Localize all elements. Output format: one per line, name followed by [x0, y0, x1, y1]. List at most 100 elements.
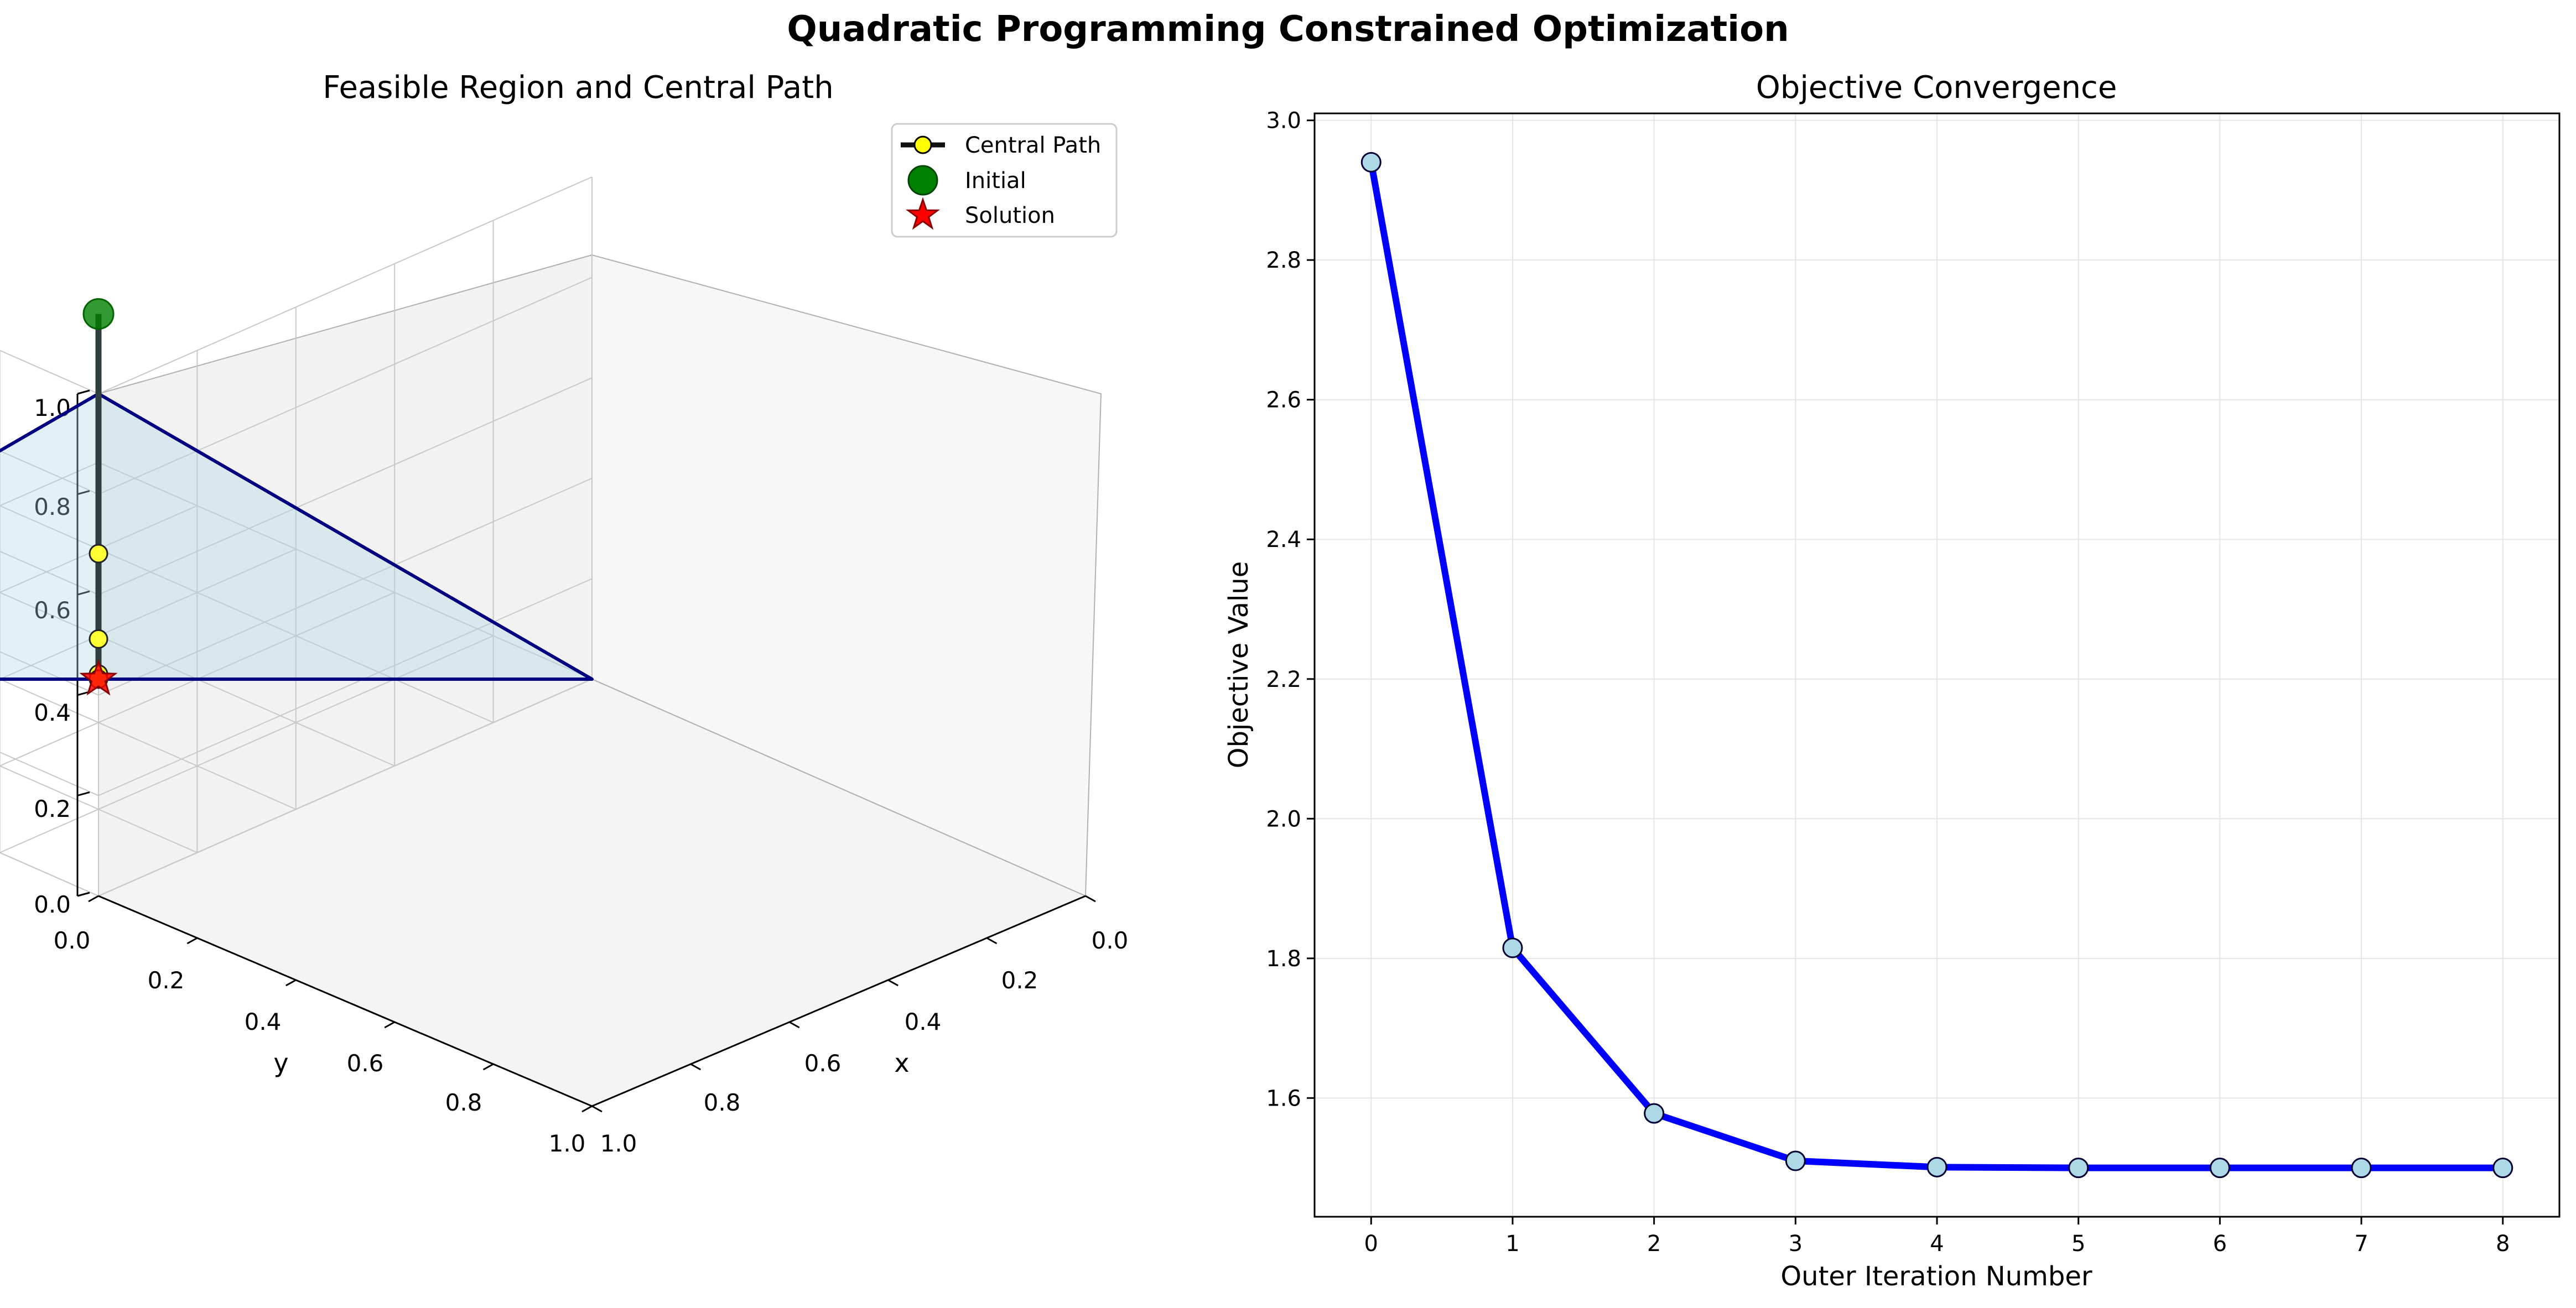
x-tick-label: 1.0	[600, 1130, 637, 1157]
x-axis-label: x	[894, 1048, 909, 1078]
grid-line	[98, 462, 593, 680]
x-tick	[591, 1105, 603, 1113]
legend-label-initial: Initial	[965, 168, 1026, 194]
z-tick-label: 0.4	[34, 699, 71, 726]
grid-line	[0, 505, 494, 723]
x-tick	[789, 1021, 800, 1029]
grid-line	[0, 765, 198, 853]
legend-marker-solution	[905, 197, 941, 230]
series-point	[1360, 152, 1382, 173]
series-point	[1926, 1156, 1947, 1177]
y-axis-line	[98, 895, 593, 1107]
grid-line	[0, 679, 297, 810]
y-tick-label: 0.0	[54, 927, 91, 954]
series-point	[2351, 1158, 2372, 1179]
x-tick-label: 0.2	[1001, 967, 1038, 994]
y-tick-label: 0.6	[347, 1050, 384, 1077]
grid-line	[0, 550, 99, 596]
x-tick-label: 5	[2071, 1231, 2085, 1257]
x-axis-line	[591, 895, 1086, 1107]
grid-line	[98, 176, 593, 394]
y-tick	[581, 1105, 593, 1113]
grid-line	[0, 651, 99, 696]
series-point	[2068, 1158, 2089, 1179]
y-tick	[285, 979, 297, 987]
z-tick	[77, 892, 90, 897]
x-ticks: 0 1 2 3 4 5 6 7 8	[1364, 1217, 2510, 1257]
chart-3d: Feasible Region and Central Path 0.0 0.2…	[0, 70, 1128, 1157]
grid-line	[0, 450, 99, 495]
chart-convergence: Objective Convergence 0 1 2 3 4 5 6 7 8 1.6 1.8 2.…	[1223, 70, 2561, 1292]
x-tick-label: 8	[2496, 1231, 2510, 1257]
chart-3d-title: Feasible Region and Central Path	[323, 70, 833, 106]
grid-line	[98, 377, 593, 596]
ticks-3d	[77, 389, 1096, 1113]
grid-line	[0, 592, 395, 767]
x-tick	[986, 937, 998, 945]
grid-line	[98, 477, 593, 696]
z-tick	[77, 389, 90, 395]
figure-title: Quadratic Programming Constrained Optimi…	[787, 9, 1789, 50]
z-tick-label: 0.0	[34, 891, 71, 918]
x-tick-label: 0.6	[804, 1050, 842, 1077]
z-tick	[77, 490, 90, 496]
x-tick-label: 0	[1364, 1231, 1378, 1257]
central-path	[79, 298, 118, 696]
y-tick	[88, 895, 99, 903]
grid-line	[98, 578, 593, 796]
x-tick	[690, 1063, 702, 1071]
grid-2d	[1315, 113, 2559, 1217]
x-tick-label: 4	[1930, 1231, 1944, 1257]
grid-line	[0, 635, 494, 853]
grid-line	[0, 505, 198, 593]
x-tick-label: 6	[2213, 1231, 2227, 1257]
z-tick-label: 0.6	[34, 597, 71, 624]
grid-line	[0, 350, 99, 394]
y-tick-label: 2.0	[1266, 806, 1301, 832]
y-tick-label: 2.2	[1266, 667, 1301, 692]
y-tick	[384, 1021, 395, 1029]
legend-3d: Central Path Initial Solution	[891, 123, 1118, 238]
z-tick-label: 0.2	[34, 795, 71, 822]
grid-line	[0, 592, 395, 767]
x-tick-label: 7	[2354, 1231, 2368, 1257]
y-axis-label: Objective Value	[1223, 561, 1254, 769]
legend-marker-initial	[907, 165, 938, 196]
grid-3d	[0, 176, 593, 897]
legend-label-central-path: Central Path	[965, 133, 1101, 158]
grid-line	[0, 462, 99, 507]
y-ticks: 1.6 1.8 2.0 2.2 2.4 2.6 2.8 3.0	[1266, 108, 1315, 1111]
legend-label-solution: Solution	[965, 203, 1055, 228]
y-tick	[482, 1063, 494, 1071]
initial-point	[82, 298, 115, 330]
series-points	[1360, 152, 2513, 1179]
y-tick	[186, 937, 198, 945]
y-tick-label: 1.6	[1266, 1086, 1301, 1111]
z-tick	[77, 791, 90, 796]
chart-convergence-title: Objective Convergence	[1756, 70, 2117, 106]
series-point	[1502, 937, 1523, 958]
legend-marker-central-path	[913, 136, 932, 154]
y-tick-label: 1.8	[1266, 946, 1301, 972]
legend-frame	[891, 123, 1118, 238]
y-tick-label: 1.0	[549, 1130, 586, 1157]
grid-line	[0, 548, 297, 680]
solution-point	[79, 659, 118, 696]
x-tick-label: 0.0	[1092, 927, 1129, 954]
z-tick-label: 1.0	[34, 394, 71, 421]
x-tick-label: 1	[1505, 1231, 1519, 1257]
grid-line	[0, 852, 99, 897]
y-tick-label: 0.2	[148, 967, 185, 994]
x-tick-label: 2	[1647, 1231, 1661, 1257]
grid-line	[0, 752, 99, 796]
x-axis-label: Outer Iteration Number	[1780, 1261, 2092, 1292]
x-tick-label: 3	[1789, 1231, 1803, 1257]
grid-line	[98, 277, 593, 495]
z-tick-label: 0.8	[34, 493, 71, 520]
series-point	[2492, 1158, 2513, 1179]
central-path-point	[89, 544, 108, 564]
y-tick-label: 0.4	[245, 1008, 282, 1035]
x-tick-label: 0.8	[704, 1089, 741, 1116]
x-tick	[887, 979, 899, 987]
